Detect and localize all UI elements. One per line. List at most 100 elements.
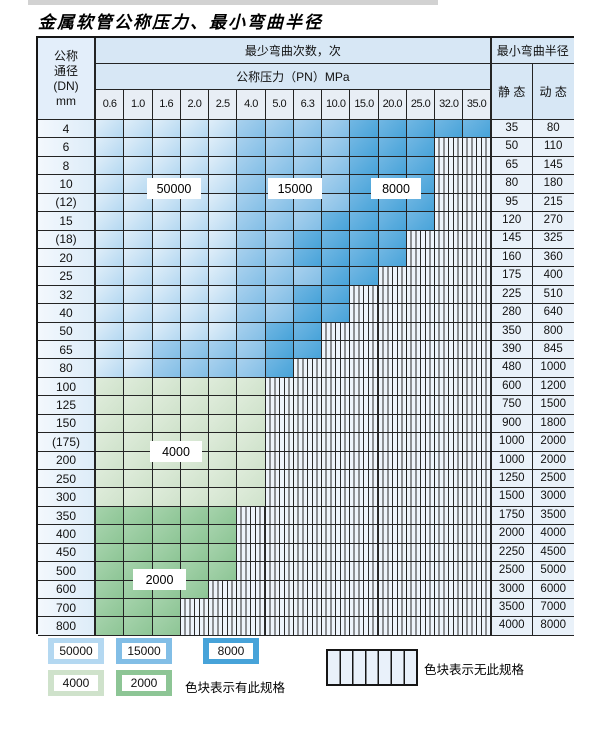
spec-cell-dn32-pn15.0 [350, 285, 379, 305]
spec-cell-dn8-pn15.0 [350, 156, 379, 176]
spec-cell-dn300-pn35.0 [463, 488, 492, 507]
dynamic-radius-25: 400 [532, 267, 574, 286]
spec-cell-dn50-pn4.0 [237, 322, 266, 342]
spec-cell-dn300-pn4.0 [237, 488, 266, 507]
spec-cell-dn20-pn20.0 [378, 248, 407, 268]
dynamic-radius-500: 5000 [532, 562, 574, 581]
spec-cell-dn6-pn2.5 [209, 138, 238, 157]
spec-cell-dn100-pn20.0 [378, 377, 407, 397]
spec-cell-dn700-pn2.0 [180, 598, 210, 618]
dn-label-400: 400 [38, 525, 96, 544]
spec-cell-dn(12)-pn0.6 [96, 193, 125, 213]
spec-cell-dn500-pn0.6 [96, 562, 125, 581]
spec-cell-dn50-pn35.0 [463, 322, 492, 342]
spec-cell-dn32-pn5.0 [265, 285, 294, 305]
spec-cell-dn400-pn6.3 [293, 525, 323, 544]
pressure-col-20.0: 20.0 [378, 90, 407, 120]
spec-cell-dn(12)-pn2.5 [209, 193, 238, 213]
spec-cell-dn50-pn15.0 [350, 322, 379, 342]
spec-cell-dn25-pn2.5 [209, 267, 238, 286]
dynamic-radius-20: 360 [532, 248, 574, 268]
spec-cell-dn100-pn1.6 [152, 377, 181, 397]
spec-cell-dn25-pn32.0 [435, 267, 464, 286]
spec-cell-dn(175)-pn0.6 [96, 433, 125, 452]
pressure-header-cell: 公称压力（PN）MPa [96, 64, 492, 90]
dynamic-radius-(12): 215 [532, 193, 574, 213]
spec-cell-dn100-pn35.0 [463, 377, 492, 397]
spec-cell-dn200-pn35.0 [463, 451, 492, 471]
cycle-count-label-4000: 4000 [150, 441, 202, 462]
page-title: 金属软管公称压力、最小弯曲半径 [38, 13, 323, 33]
spec-cell-dn8-pn25.0 [406, 156, 436, 176]
spec-cell-dn700-pn10.0 [322, 598, 351, 618]
spec-cell-dn15-pn35.0 [463, 212, 492, 231]
dn-label-(18): (18) [38, 230, 96, 249]
spec-cell-dn8-pn32.0 [435, 156, 464, 176]
static-radius-80: 480 [491, 359, 533, 378]
legend-swatch-8000: 8000 [203, 638, 259, 664]
spec-cell-dn600-pn4.0 [237, 580, 266, 599]
spec-cell-dn600-pn20.0 [378, 580, 407, 599]
spec-cell-dn25-pn1.6 [152, 267, 181, 286]
legend-swatch-4000: 4000 [48, 670, 104, 696]
spec-cell-dn50-pn20.0 [378, 322, 407, 342]
spec-cell-dn800-pn10.0 [322, 617, 351, 636]
spec-cell-dn450-pn0.6 [96, 543, 125, 563]
static-header-cell: 静 态 [491, 64, 533, 120]
spec-cell-dn25-pn20.0 [378, 267, 407, 286]
spec-cell-dn40-pn35.0 [463, 304, 492, 323]
static-radius-(175): 1000 [491, 433, 533, 452]
spec-cell-dn(12)-pn10.0 [322, 193, 351, 213]
dynamic-radius-400: 4000 [532, 525, 574, 544]
dn-label-40: 40 [38, 304, 96, 323]
spec-cell-dn32-pn35.0 [463, 285, 492, 305]
pressure-col-2.0: 2.0 [180, 90, 210, 120]
spec-cell-dn10-pn35.0 [463, 175, 492, 194]
spec-cell-dn250-pn4.0 [237, 470, 266, 489]
spec-cell-dn400-pn15.0 [350, 525, 379, 544]
spec-cell-dn25-pn15.0 [350, 267, 379, 286]
spec-cell-dn150-pn32.0 [435, 414, 464, 434]
spec-cell-dn200-pn4.0 [237, 451, 266, 471]
spec-cell-dn200-pn25.0 [406, 451, 436, 471]
radius-header-cell: 最小弯曲半径 [491, 38, 574, 64]
spec-cell-dn65-pn15.0 [350, 341, 379, 360]
spec-cell-dn700-pn32.0 [435, 598, 464, 618]
spec-cell-dn10-pn32.0 [435, 175, 464, 194]
spec-cell-dn65-pn25.0 [406, 341, 436, 360]
spec-cell-dn6-pn35.0 [463, 138, 492, 157]
pressure-col-2.5: 2.5 [209, 90, 238, 120]
spec-cell-dn400-pn10.0 [322, 525, 351, 544]
spec-cell-dn800-pn20.0 [378, 617, 407, 636]
spec-cell-dn250-pn1.6 [152, 470, 181, 489]
spec-cell-dn20-pn15.0 [350, 248, 379, 268]
spec-cell-dn200-pn1.0 [124, 451, 153, 471]
spec-cell-dn400-pn0.6 [96, 525, 125, 544]
spec-cell-dn200-pn0.6 [96, 451, 125, 471]
legend-swatch-50000: 50000 [48, 638, 104, 664]
static-radius-(18): 145 [491, 230, 533, 249]
legend-swatch-value: 2000 [122, 675, 166, 691]
spec-cell-dn50-pn5.0 [265, 322, 294, 342]
spec-cell-dn(18)-pn2.0 [180, 230, 210, 249]
spec-cell-dn15-pn2.5 [209, 212, 238, 231]
spec-cell-dn25-pn25.0 [406, 267, 436, 286]
spec-cell-dn350-pn5.0 [265, 506, 294, 526]
spec-cell-dn150-pn1.6 [152, 414, 181, 434]
spec-cell-dn150-pn6.3 [293, 414, 323, 434]
spec-cell-dn300-pn0.6 [96, 488, 125, 507]
spec-cell-dn(175)-pn25.0 [406, 433, 436, 452]
spec-cell-dn32-pn0.6 [96, 285, 125, 305]
dynamic-radius-(18): 325 [532, 230, 574, 249]
cycles-header-cell: 最少弯曲次数，次 [96, 38, 492, 64]
spec-cell-dn6-pn6.3 [293, 138, 323, 157]
static-radius-8: 65 [491, 156, 533, 176]
spec-cell-dn65-pn2.0 [180, 341, 210, 360]
spec-cell-dn100-pn2.5 [209, 377, 238, 397]
spec-cell-dn40-pn32.0 [435, 304, 464, 323]
spec-cell-dn4-pn20.0 [378, 120, 407, 139]
dynamic-radius-125: 1500 [532, 396, 574, 415]
spec-cell-dn(175)-pn35.0 [463, 433, 492, 452]
spec-cell-dn300-pn25.0 [406, 488, 436, 507]
legend-swatch-value: 50000 [54, 643, 98, 659]
